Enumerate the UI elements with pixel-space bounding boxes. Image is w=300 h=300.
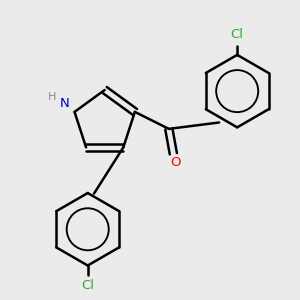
Text: N: N <box>59 98 69 110</box>
Text: O: O <box>170 156 181 170</box>
Text: Cl: Cl <box>81 279 94 292</box>
Text: Cl: Cl <box>231 28 244 41</box>
Text: H: H <box>48 92 56 102</box>
